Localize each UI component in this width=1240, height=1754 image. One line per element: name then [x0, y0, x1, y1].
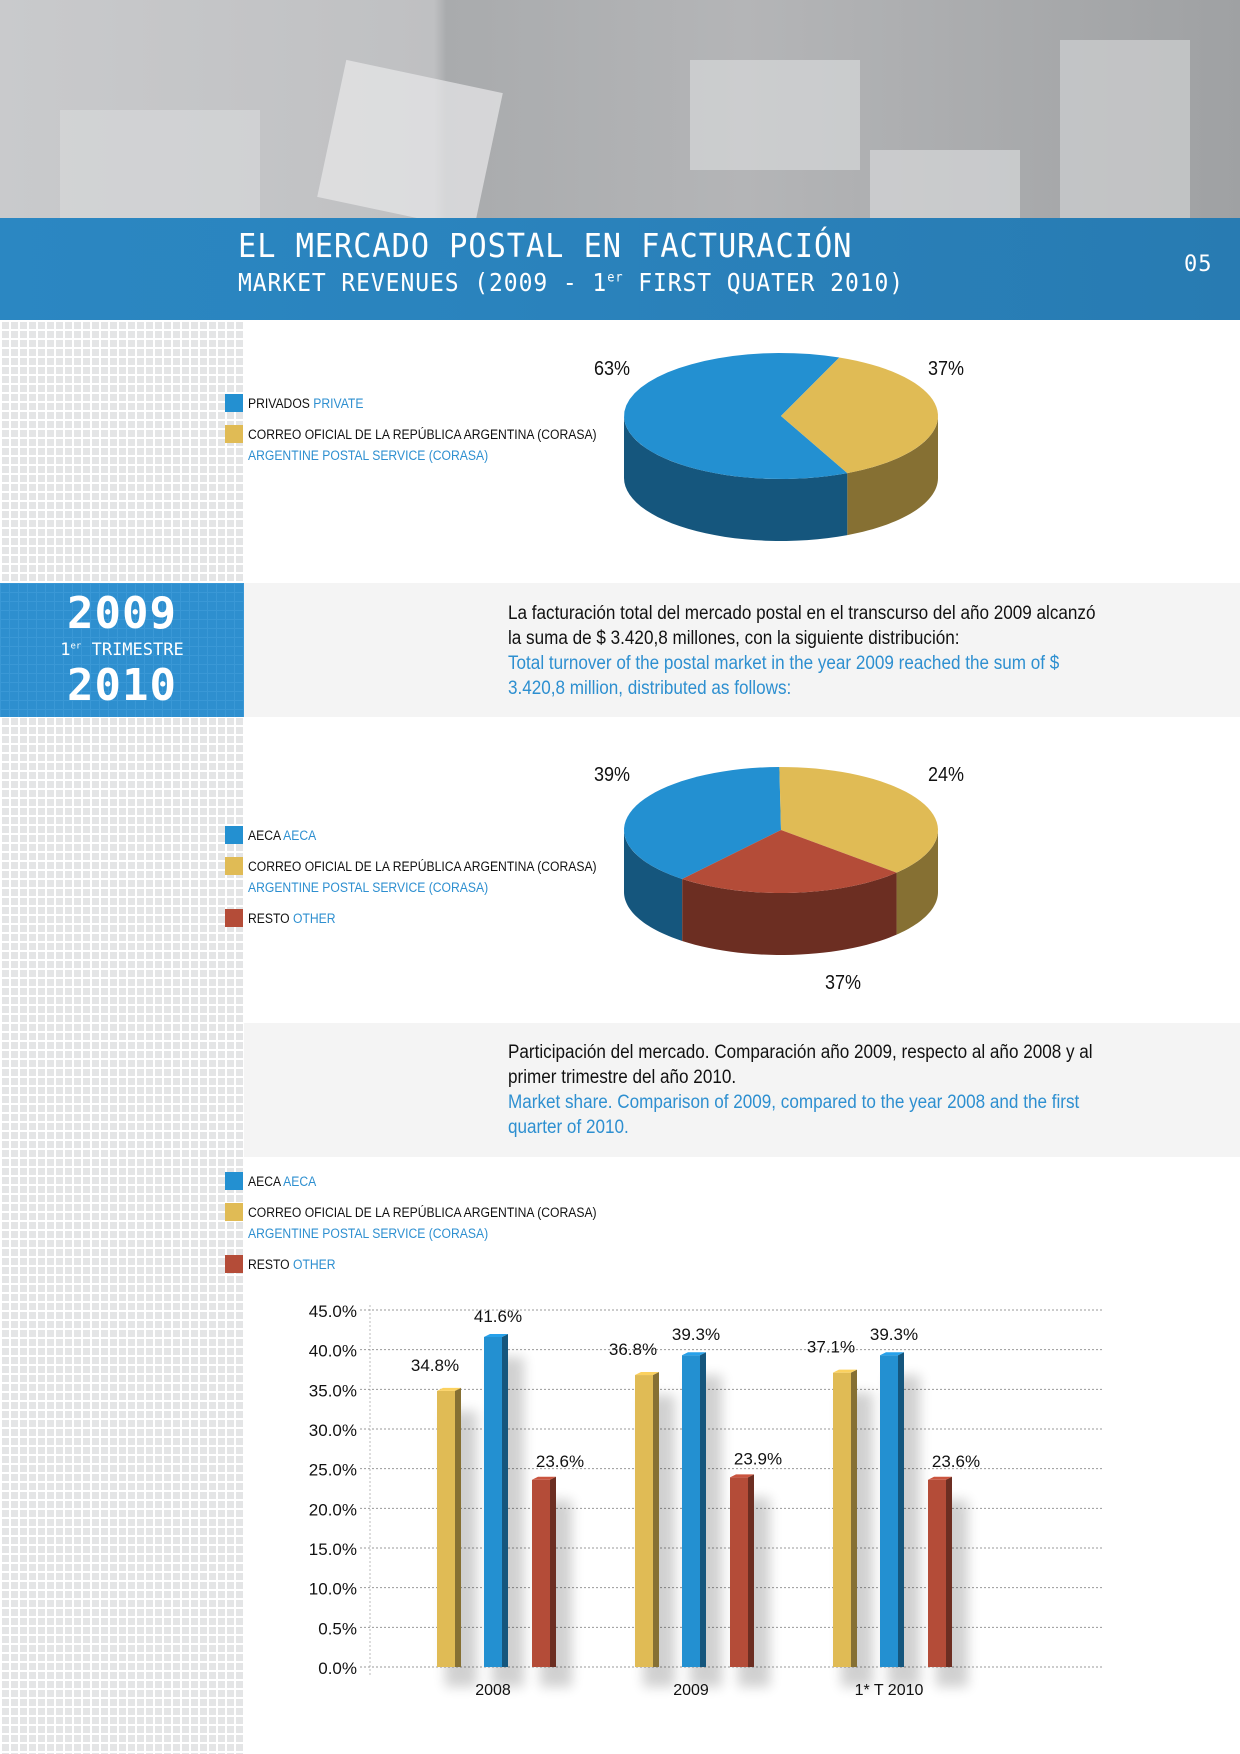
pie2-side-aeca	[624, 830, 683, 941]
bar-top	[880, 1352, 904, 1356]
legend-swatch	[225, 826, 243, 844]
bar-2008-2	[532, 1479, 550, 1667]
paragraph-turnover: La facturación total del mercado postal …	[508, 603, 1096, 699]
y-tick-label: 35.0%	[309, 1381, 357, 1400]
bar-side	[502, 1333, 508, 1667]
bar-side	[550, 1476, 556, 1667]
quarter-label: 1er TRIMESTRE	[60, 640, 184, 660]
pie1-slice-correo-oficial-corasa-	[781, 357, 938, 474]
bar-side	[898, 1352, 904, 1667]
header-photo	[0, 0, 1240, 231]
pie1-label-corasa: 37%	[928, 358, 965, 380]
y-tick-label: 15.0%	[309, 1540, 357, 1559]
pie2-side-resto	[682, 872, 897, 955]
y-tick-label: 45.0%	[309, 1302, 357, 1321]
bar-data-label: 23.9%	[734, 1449, 782, 1468]
pie1-slice-privados	[624, 353, 848, 479]
bar-top	[484, 1333, 508, 1337]
legend-swatch	[225, 1203, 243, 1221]
bar-2009-2	[730, 1477, 748, 1667]
bar-1-T-2010-0	[833, 1372, 851, 1667]
x-category-label: 2008	[475, 1682, 511, 1699]
bar-top	[928, 1476, 952, 1480]
bar-side	[851, 1369, 857, 1667]
bar-top	[635, 1372, 659, 1376]
bar-top	[532, 1476, 556, 1480]
side-grid-pattern	[0, 320, 244, 1754]
bar-data-label: 39.3%	[870, 1325, 918, 1344]
bar-data-label: 36.8%	[609, 1340, 657, 1359]
bar-data-label: 39.3%	[672, 1325, 720, 1344]
y-tick-label: 40.0%	[309, 1342, 357, 1361]
pie1-label-private: 63%	[594, 358, 631, 380]
bar-data-label: 23.6%	[932, 1452, 980, 1471]
bar-top	[437, 1387, 461, 1391]
year-2010: 2010	[67, 660, 177, 711]
bar-2008-0	[437, 1390, 455, 1667]
bar-side	[700, 1352, 706, 1667]
y-tick-label: 0.0%	[318, 1659, 357, 1678]
y-tick-label: 25.0%	[309, 1461, 357, 1480]
pie2-label-aeca: 39%	[594, 764, 631, 786]
paragraph-market-share: Participación del mercado. Comparación a…	[508, 1042, 1093, 1138]
bar-1-T-2010-2	[928, 1479, 946, 1667]
x-category-label: 1* T 2010	[855, 1682, 924, 1699]
bar-side	[748, 1474, 754, 1667]
pie2-side-correo-oficial-corasa-	[896, 830, 938, 935]
bar-top	[833, 1369, 857, 1373]
pie2-label-other: 24%	[928, 764, 965, 786]
bar-data-label: 37.1%	[807, 1338, 855, 1357]
title-band	[0, 218, 1240, 320]
legend-swatch	[225, 857, 243, 875]
year-2009: 2009	[67, 588, 177, 639]
pie2-slice-aeca	[624, 767, 781, 879]
x-category-label: 2009	[673, 1682, 709, 1699]
bar-side	[653, 1372, 659, 1667]
bar-data-label: 34.8%	[411, 1356, 459, 1375]
period-block: 2009 1er TRIMESTRE 2010	[0, 583, 244, 717]
bar-data-label: 23.6%	[536, 1452, 584, 1471]
bar-top	[730, 1474, 754, 1478]
legend-swatch	[225, 1172, 243, 1190]
pie2-slice-resto	[682, 830, 897, 893]
pie2-slice-correo-oficial-corasa-	[779, 767, 938, 873]
y-tick-label: 10.0%	[309, 1580, 357, 1599]
legend-swatch	[225, 909, 243, 927]
legend-swatch	[225, 425, 243, 443]
y-tick-label: 30.0%	[309, 1421, 357, 1440]
bar-side	[946, 1476, 952, 1667]
pie2-label-corasa: 37%	[825, 972, 862, 994]
pie1-side-correo-oficial-corasa-	[847, 416, 938, 536]
pie1-side-privados	[624, 416, 848, 541]
bar-data-label: 41.6%	[474, 1307, 522, 1326]
y-tick-label: 0.5%	[318, 1619, 357, 1638]
y-tick-label: 20.0%	[309, 1500, 357, 1519]
bar-2009-0	[635, 1375, 653, 1667]
bar-1-T-2010-1	[880, 1355, 898, 1667]
legend-swatch	[225, 394, 243, 412]
bar-2009-1	[682, 1355, 700, 1667]
bar-top	[682, 1352, 706, 1356]
info-box-2	[244, 1023, 1240, 1157]
bar-2008-1	[484, 1336, 502, 1667]
page-title: EL MERCADO POSTAL EN FACTURACIÓN	[238, 226, 853, 265]
page-number: 05	[1184, 252, 1213, 277]
page-subtitle: MARKET REVENUES (2009 - 1er FIRST QUATER…	[238, 268, 905, 297]
bar-side	[455, 1387, 461, 1667]
legend-swatch	[225, 1255, 243, 1273]
info-box-1	[244, 583, 1240, 717]
